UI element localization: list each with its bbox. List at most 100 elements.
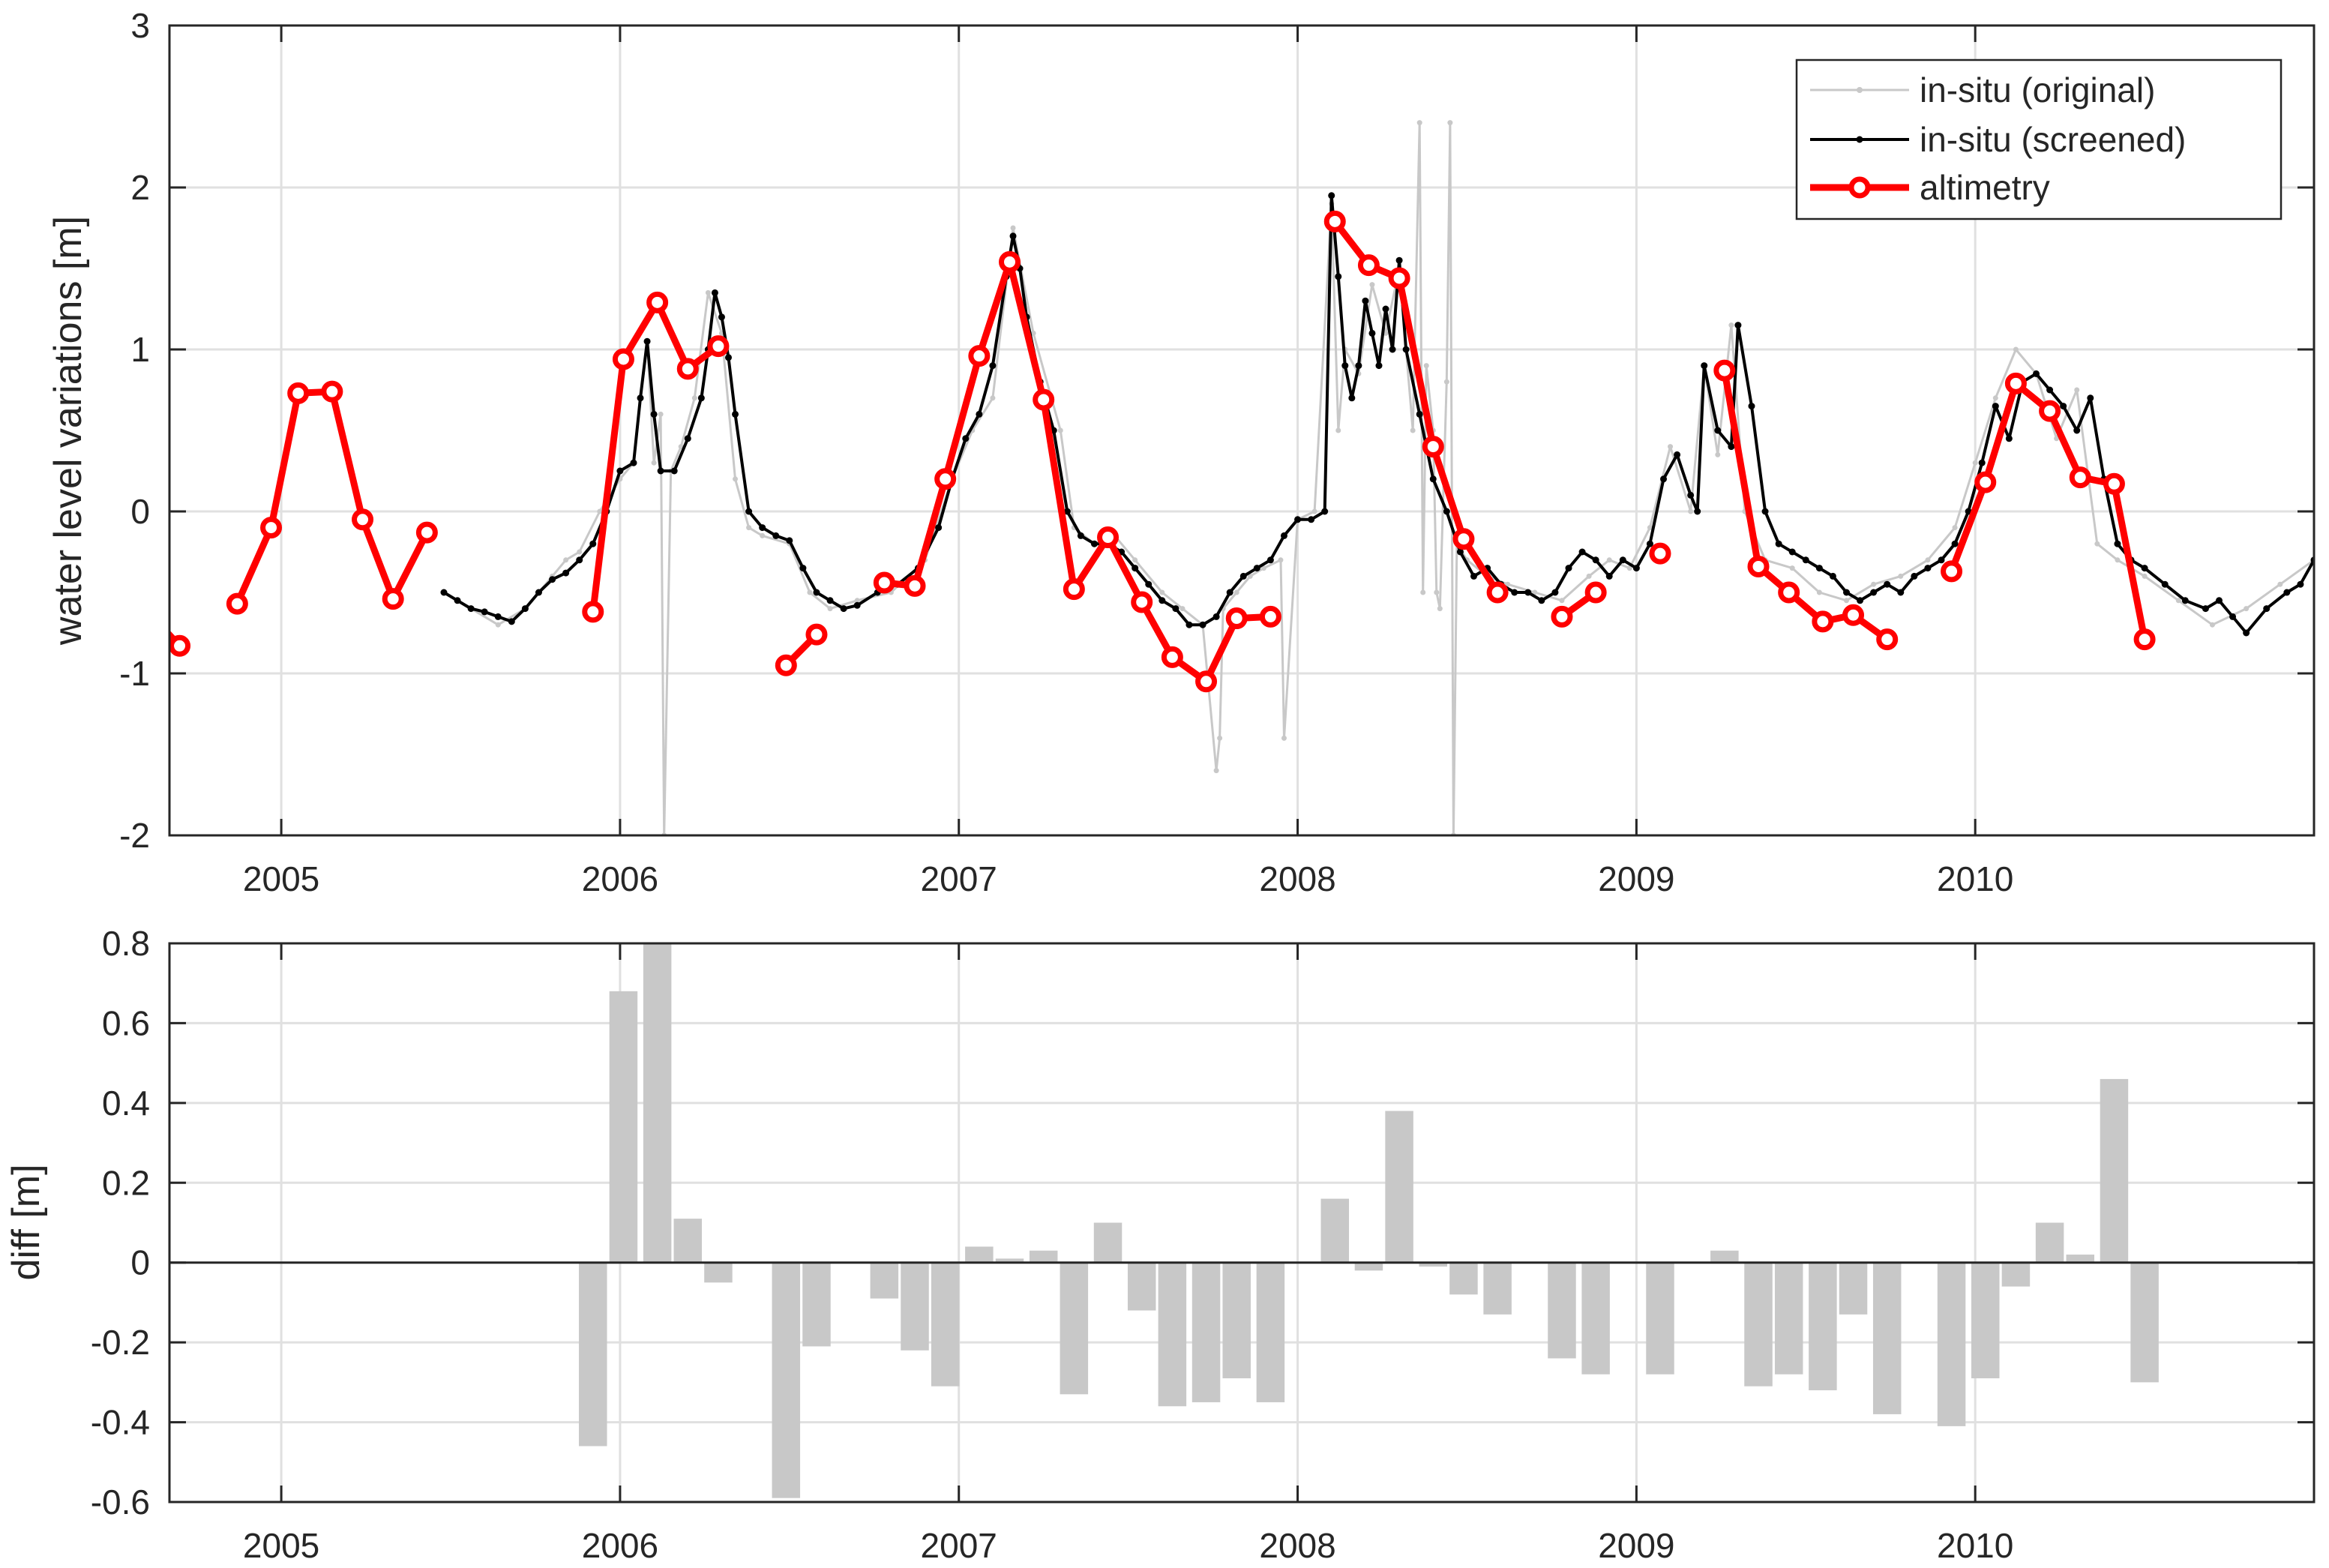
insitu-screened-point bbox=[1063, 508, 1071, 515]
diff-bar bbox=[1937, 1262, 1966, 1426]
diff-bar bbox=[2035, 1222, 2064, 1263]
altimetry-point bbox=[1713, 359, 1736, 382]
insitu-original-point bbox=[597, 508, 603, 514]
insitu-original-point bbox=[1030, 330, 1036, 336]
insitu-screened-point bbox=[1829, 572, 1836, 580]
insitu-original-point bbox=[854, 598, 860, 604]
insitu-screened-point bbox=[2073, 427, 2081, 434]
altimetry-point bbox=[1388, 267, 1410, 289]
legend-item-insitu-original: in-situ (original) bbox=[1810, 70, 2155, 109]
insitu-screened-point bbox=[2202, 605, 2209, 613]
insitu-screened-point bbox=[1714, 427, 1722, 434]
bottom-x-tick-label: 2010 bbox=[1937, 1526, 2013, 1565]
insitu-screened-point bbox=[1897, 589, 1905, 596]
insitu-screened-point bbox=[1605, 572, 1613, 580]
altimetry-point bbox=[1323, 210, 1346, 232]
insitu-screened-point bbox=[643, 337, 651, 345]
altimetry-point bbox=[352, 508, 374, 531]
insitu-screened-point bbox=[962, 435, 970, 442]
insitu-screened-point bbox=[1857, 597, 1864, 604]
diff-bar bbox=[1191, 1262, 1221, 1402]
insitu-original-point bbox=[807, 589, 813, 595]
diff-bar bbox=[870, 1262, 899, 1299]
diff-bar bbox=[1320, 1198, 1349, 1263]
insitu-screened-point bbox=[1280, 532, 1287, 539]
bottom-x-tick-labels: 2005 2006 2007 2008 2009 2010 bbox=[243, 1526, 2013, 1565]
insitu-screened-point bbox=[494, 613, 502, 620]
insitu-screened-point bbox=[1456, 548, 1464, 556]
altimetry-point bbox=[934, 468, 957, 490]
diff-bar bbox=[2100, 1078, 2129, 1263]
insitu-original-point bbox=[1606, 557, 1612, 563]
insitu-screened-point bbox=[1911, 572, 1918, 580]
top-x-tick-label: 2010 bbox=[1937, 859, 2013, 898]
altimetry-point bbox=[1063, 578, 1085, 601]
legend-item-altimetry: altimetry bbox=[1810, 168, 2050, 207]
top-y-axis-title: water level variations [m] bbox=[46, 216, 90, 646]
altimetry-point bbox=[1161, 646, 1183, 668]
insitu-screened-point bbox=[481, 608, 488, 616]
top-y-tick-label: -1 bbox=[119, 654, 150, 693]
insitu-screened-point bbox=[1362, 297, 1369, 304]
insitu-screened-point bbox=[1429, 475, 1437, 483]
legend-marker-insitu-screened bbox=[1856, 136, 1863, 143]
bottom-y-tick-label: 0.6 bbox=[102, 1003, 150, 1042]
diff-bar bbox=[1385, 1111, 1413, 1263]
insitu-original-point bbox=[990, 395, 996, 401]
diff-bar bbox=[1354, 1262, 1383, 1271]
insitu-screened-point bbox=[1660, 475, 1668, 483]
insitu-screened-point bbox=[724, 354, 732, 361]
diff-bar bbox=[1060, 1262, 1089, 1395]
insitu-screened-point bbox=[1687, 491, 1695, 499]
insitu-screened-point bbox=[1788, 548, 1796, 556]
diff-bar bbox=[1839, 1262, 1868, 1315]
insitu-screened-point bbox=[2297, 580, 2304, 588]
insitu-screened-point bbox=[1335, 273, 1342, 280]
insitu-screened-point bbox=[1565, 565, 1572, 572]
legend-label-altimetry: altimetry bbox=[1920, 168, 2050, 207]
diff-bar bbox=[2001, 1262, 2031, 1287]
bottom-y-tick-label: 0.2 bbox=[102, 1163, 150, 1202]
insitu-original-point bbox=[651, 460, 657, 466]
altimetry-point bbox=[1812, 610, 1834, 633]
altimetry-point bbox=[287, 382, 310, 404]
altimetry-point bbox=[1195, 670, 1218, 693]
insitu-screened-point bbox=[2033, 370, 2040, 377]
insitu-screened-point bbox=[1884, 580, 1891, 588]
insitu-original-point bbox=[1281, 735, 1287, 741]
insitu-screened-point bbox=[1077, 532, 1084, 539]
insitu-original-point bbox=[658, 411, 664, 417]
insitu-original-point bbox=[1437, 606, 1443, 612]
insitu-screened-point bbox=[650, 410, 658, 418]
insitu-original-point bbox=[1278, 557, 1284, 563]
insitu-screened-point bbox=[1694, 508, 1701, 515]
insitu-original-point bbox=[1260, 565, 1266, 571]
bottom-plot-content bbox=[169, 943, 2314, 1498]
diff-bar bbox=[1774, 1262, 1803, 1375]
diff-bars bbox=[579, 943, 2159, 1498]
insitu-screened-line bbox=[442, 193, 2314, 634]
insitu-screened-point bbox=[2215, 597, 2223, 604]
insitu-original-point bbox=[2142, 573, 2148, 579]
insitu-screened-point bbox=[1578, 548, 1586, 556]
diff-bar bbox=[1872, 1262, 1902, 1414]
insitu-original-point bbox=[705, 289, 711, 295]
diff-bar bbox=[1548, 1262, 1576, 1359]
bottom-y-axis-title: diff [m] bbox=[4, 1164, 48, 1280]
altimetry-point bbox=[1259, 605, 1281, 628]
insitu-original-point bbox=[827, 606, 833, 612]
insitu-screened-point bbox=[1443, 508, 1450, 515]
insitu-original-point bbox=[1871, 581, 1877, 587]
insitu-screened-point bbox=[799, 565, 807, 572]
insitu-screened-point bbox=[711, 289, 718, 296]
insitu-screened-point bbox=[1815, 565, 1823, 572]
insitu-screened-point bbox=[1524, 589, 1532, 596]
bottom-panel: -0.6-0.4-0.200.20.40.60.8 2005 2006 2007 20… bbox=[4, 924, 2316, 1565]
insitu-screened-point bbox=[1748, 403, 1755, 410]
insitu-original-point bbox=[2054, 436, 2060, 442]
insitu-screened-point bbox=[1592, 556, 1599, 564]
insitu-screened-point bbox=[1842, 589, 1850, 596]
insitu-screened-point bbox=[786, 537, 793, 544]
insitu-screened-point bbox=[1368, 329, 1376, 337]
altimetry-point bbox=[1941, 560, 1963, 583]
